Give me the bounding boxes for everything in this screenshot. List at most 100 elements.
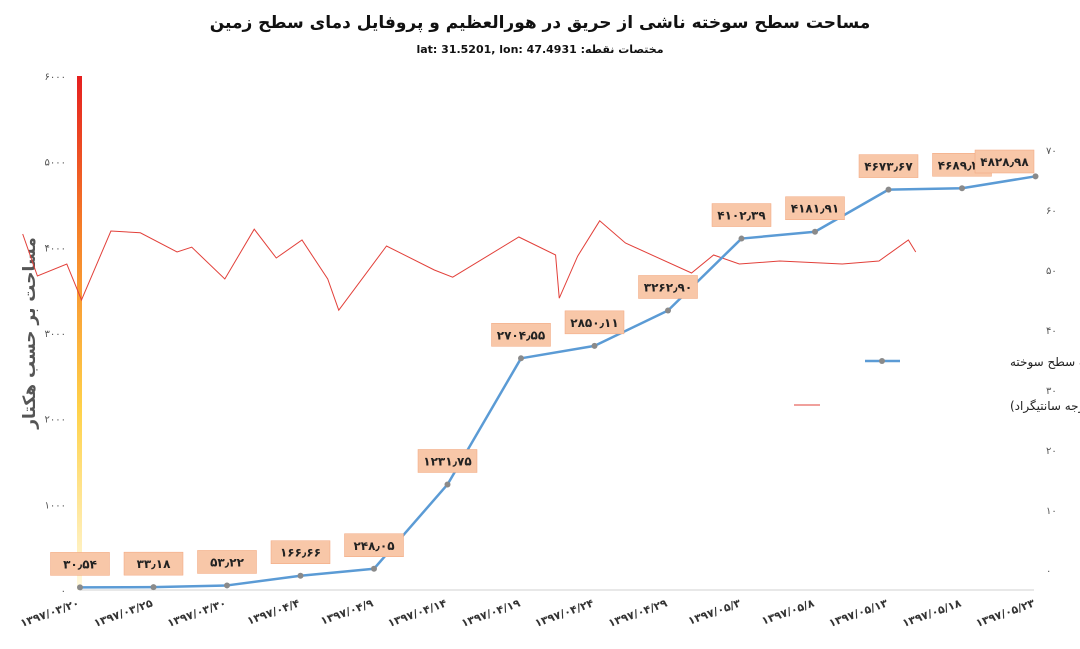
y-axis-label: مساحت بر حسب هکتار <box>20 237 40 430</box>
data-label-text: ۳۳٫۱۸ <box>137 557 171 571</box>
burned-area-point <box>812 228 818 235</box>
data-label-box <box>197 550 257 574</box>
data-label-text: ۲۸۵۰٫۱۱ <box>570 316 618 330</box>
data-label-text: ۲۴۸٫۰۵ <box>353 539 394 553</box>
burned-area-point <box>371 565 377 572</box>
data-label: ۲۴۸٫۰۵ <box>344 533 404 558</box>
temperature-series <box>22 220 917 312</box>
x-tick-label: ۱۳۹۷/۰۴/۱۴ <box>386 597 449 630</box>
data-label-text: ۴۱۸۱٫۹۱ <box>791 202 839 216</box>
data-label-box <box>638 275 698 299</box>
data-label-box <box>564 310 625 335</box>
data-label: ۵۳٫۲۲ <box>197 550 257 574</box>
data-label: ۴۱۰۲٫۳۹ <box>711 203 772 227</box>
x-tick-label: ۱۳۹۷/۰۳/۲۵ <box>92 597 155 630</box>
x-tick-label: ۱۳۹۷/۰۴/۱۹ <box>460 597 523 630</box>
y2-tick-label: ۱۰ <box>1046 506 1057 517</box>
burned-area-point <box>591 342 598 349</box>
data-label: ۲۸۵۰٫۱۱ <box>564 310 625 335</box>
x-tick-label: ۱۳۹۷/۰۵/۲۳ <box>974 597 1037 630</box>
data-label-text: ۴۶۸۹٫۴۷ <box>938 158 987 172</box>
x-tick-label: ۱۳۹۷/۰۴/۲۹ <box>607 597 670 630</box>
y2-tick-label: ۳۰ <box>1046 386 1057 397</box>
y-tick-label: ۰ <box>61 586 66 597</box>
data-label-text: ۳۰٫۵۴ <box>63 557 97 571</box>
x-tick-label: ۱۳۹۷/۰۵/۸ <box>760 597 816 628</box>
x-tick-label: ۱۳۹۷/۰۴/۲۴ <box>533 597 596 630</box>
y-tick-label: ۴۰۰۰ <box>45 243 66 254</box>
burned-area-point <box>444 481 451 488</box>
burned-area-series <box>77 173 1039 591</box>
data-label-text: ۲۷۰۴٫۵۵ <box>497 328 545 342</box>
x-tick-label: ۱۳۹۷/۰۵/۱۸ <box>901 597 964 630</box>
burned-area-point <box>665 307 671 314</box>
data-label-text: ۱۶۶٫۶۶ <box>280 546 321 560</box>
legend-temperature-label: دمای سطح زمین (درجه سانتیگراد) <box>1010 399 1080 414</box>
data-label-text: ۵۳٫۲۲ <box>210 555 244 569</box>
y-tick-label: ۶۰۰۰ <box>45 72 66 83</box>
y-tick-label: ۵۰۰۰ <box>45 158 66 169</box>
y2-axis-ticks: ۰ ۱۰ ۲۰ ۳۰ ۴۰ ۵۰ ۶۰ ۷۰ <box>1046 146 1057 577</box>
y-tick-label: ۱۰۰۰ <box>45 500 66 511</box>
data-label-box <box>974 149 1035 174</box>
data-label: ۴۱۸۱٫۹۱ <box>785 196 845 220</box>
y-axis-bar <box>77 76 82 590</box>
x-tick-label: ۱۳۹۷/۰۳/۲۰ <box>19 597 81 630</box>
x-tick-label: ۱۳۹۷/۰۳/۳۰ <box>166 597 228 630</box>
temperature-line <box>22 220 917 312</box>
data-label-box <box>711 203 772 227</box>
x-tick-label: ۱۳۹۷/۰۴/۹ <box>319 597 375 628</box>
data-label: ۳۲۶۲٫۹۰ <box>638 275 698 299</box>
data-label-box <box>491 323 551 347</box>
chart-title: مساحت سطح سوخته ناشی از حریق در هورالعظی… <box>210 13 871 33</box>
burned-area-point <box>297 572 304 579</box>
y2-tick-label: ۲۰ <box>1046 446 1057 457</box>
burned-area-point <box>518 355 524 362</box>
legend-burned-area-marker <box>879 358 885 364</box>
chart-subtitle: مختصات نقطه: lat: 31.5201, lon: 47.4931 <box>416 43 663 56</box>
burned-area-point <box>1032 173 1039 180</box>
x-tick-label: ۱۳۹۷/۰۵/۳ <box>686 597 742 628</box>
burned-area-point <box>738 235 745 242</box>
data-label-box <box>417 449 478 473</box>
y-axis-ticks: ۰ ۱۰۰۰ ۲۰۰۰ ۳۰۰۰ ۴۰۰۰ ۵۰۰۰ ۶۰۰۰ <box>45 72 66 597</box>
data-label-text: ۱۲۳۱٫۷۵ <box>423 454 471 468</box>
data-label-text: ۳۲۶۲٫۹۰ <box>644 280 692 294</box>
data-label-text: ۴۱۰۲٫۳۹ <box>717 209 766 223</box>
data-label: ۱۲۳۱٫۷۵ <box>417 449 478 473</box>
y2-tick-label: ۵۰ <box>1046 266 1057 277</box>
data-label-box <box>50 552 110 576</box>
data-label: ۳۰٫۵۴ <box>50 552 110 576</box>
data-label-box <box>344 533 404 558</box>
y2-tick-label: ۰ <box>1046 566 1051 577</box>
data-labels: ۳۰٫۵۴ ۳۳٫۱۸ ۵۳٫۲۲ ۱۶۶٫۶۶ ۲۴۸٫۰۵ ۱۲۳۱٫۷۵ ۲۷۰۴٫۵… <box>50 149 1035 576</box>
y2-tick-label: ۶۰ <box>1046 206 1057 217</box>
burned-area-point <box>150 584 157 591</box>
x-axis-ticks: ۱۳۹۷/۰۳/۲۰ ۱۳۹۷/۰۳/۲۵ ۱۳۹۷/۰۳/۳۰ ۱۳۹۷/۰۴/۴ ۱… <box>19 597 1037 630</box>
legend-burned-area-label: مساحت سطح سوخته <box>1010 355 1080 370</box>
data-label-box <box>858 154 919 178</box>
data-label: ۴۸۲۸٫۹۸ <box>974 149 1035 174</box>
legend: مساحت سطح سوخته دمای سطح زمین (درجه سانت… <box>794 355 1080 414</box>
y-tick-label: ۲۰۰۰ <box>45 415 66 426</box>
burned-area-point <box>885 186 892 193</box>
burned-area-point <box>224 582 230 589</box>
data-label-box <box>785 196 845 220</box>
data-label: ۳۳٫۱۸ <box>123 551 184 576</box>
burned-area-point <box>77 584 83 591</box>
y2-tick-label: ۷۰ <box>1046 146 1057 157</box>
data-label-box <box>270 540 331 564</box>
data-label-text: ۴۶۷۳٫۶۷ <box>864 160 913 174</box>
data-label: ۴۶۷۳٫۶۷ <box>858 154 919 178</box>
data-label: ۲۷۰۴٫۵۵ <box>491 323 551 347</box>
burned-area-point <box>959 185 965 192</box>
data-label-text: ۴۸۲۸٫۹۸ <box>980 155 1029 169</box>
burned-area-line <box>79 175 1036 589</box>
y-tick-label: ۳۰۰۰ <box>45 329 66 340</box>
x-tick-label: ۱۳۹۷/۰۴/۴ <box>245 597 301 628</box>
x-tick-label: ۱۳۹۷/۰۵/۱۳ <box>827 597 890 630</box>
data-label: ۱۶۶٫۶۶ <box>270 540 331 564</box>
y2-tick-label: ۴۰ <box>1046 326 1057 337</box>
data-label-box <box>123 551 184 576</box>
